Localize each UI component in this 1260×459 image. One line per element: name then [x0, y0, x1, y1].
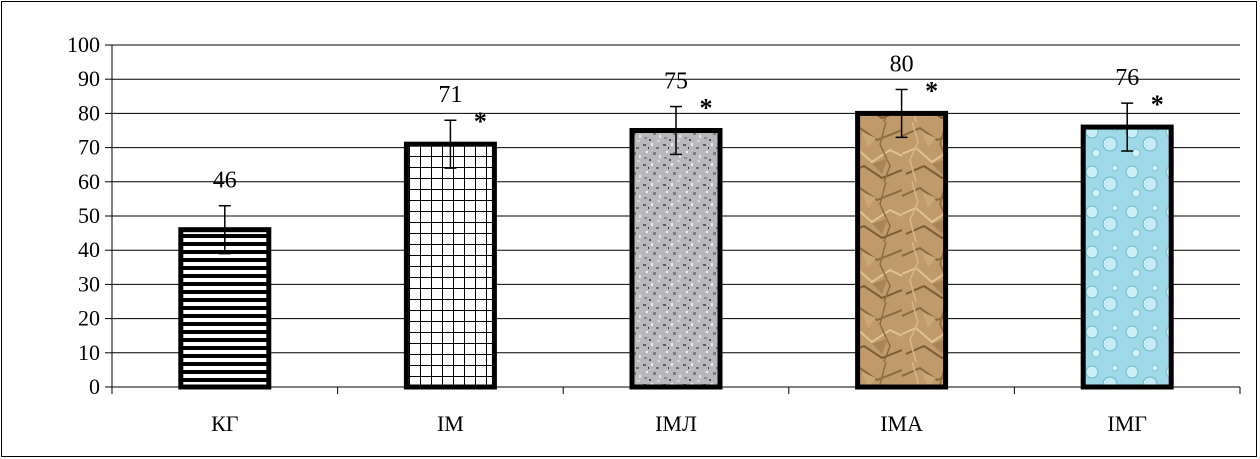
y-tick-label: 70	[78, 135, 100, 160]
data-label-5: 76	[1115, 65, 1139, 91]
category-label-4: ІМА	[880, 411, 923, 436]
bar-5	[1080, 124, 1174, 390]
significance-star: *	[700, 94, 713, 123]
data-label-4: 80	[890, 51, 914, 77]
y-tick-label: 60	[78, 169, 100, 194]
y-tick-label: 50	[78, 203, 100, 228]
y-tick-label: 90	[78, 66, 100, 91]
bar-2	[403, 141, 497, 390]
category-label-2: ІМ	[437, 411, 464, 436]
data-label-2: 71	[438, 82, 462, 108]
data-label-1: 46	[213, 168, 237, 194]
labels: 46 КГ 71 * ІМ 75 * ІМЛ 80 * ІМА 76 * ІМГ	[211, 51, 1164, 436]
y-tick-label: 30	[78, 271, 100, 296]
y-tick-label: 20	[78, 306, 100, 331]
significance-star: *	[925, 76, 938, 105]
bar-3	[629, 128, 723, 390]
y-tick-label: 0	[89, 374, 100, 399]
category-label-1: КГ	[211, 411, 239, 436]
y-tick-label: 40	[78, 237, 100, 262]
significance-star: *	[1151, 90, 1164, 119]
y-tick-label: 80	[78, 100, 100, 125]
bar-1	[178, 227, 272, 390]
significance-star: *	[474, 107, 487, 136]
y-tick-label: 100	[67, 32, 100, 57]
bars	[178, 88, 1174, 390]
y-tick-label: 10	[78, 340, 100, 365]
bar-4	[855, 110, 949, 390]
category-label-3: ІМЛ	[655, 411, 697, 436]
category-label-5: ІМГ	[1107, 411, 1147, 436]
data-label-3: 75	[664, 69, 688, 95]
